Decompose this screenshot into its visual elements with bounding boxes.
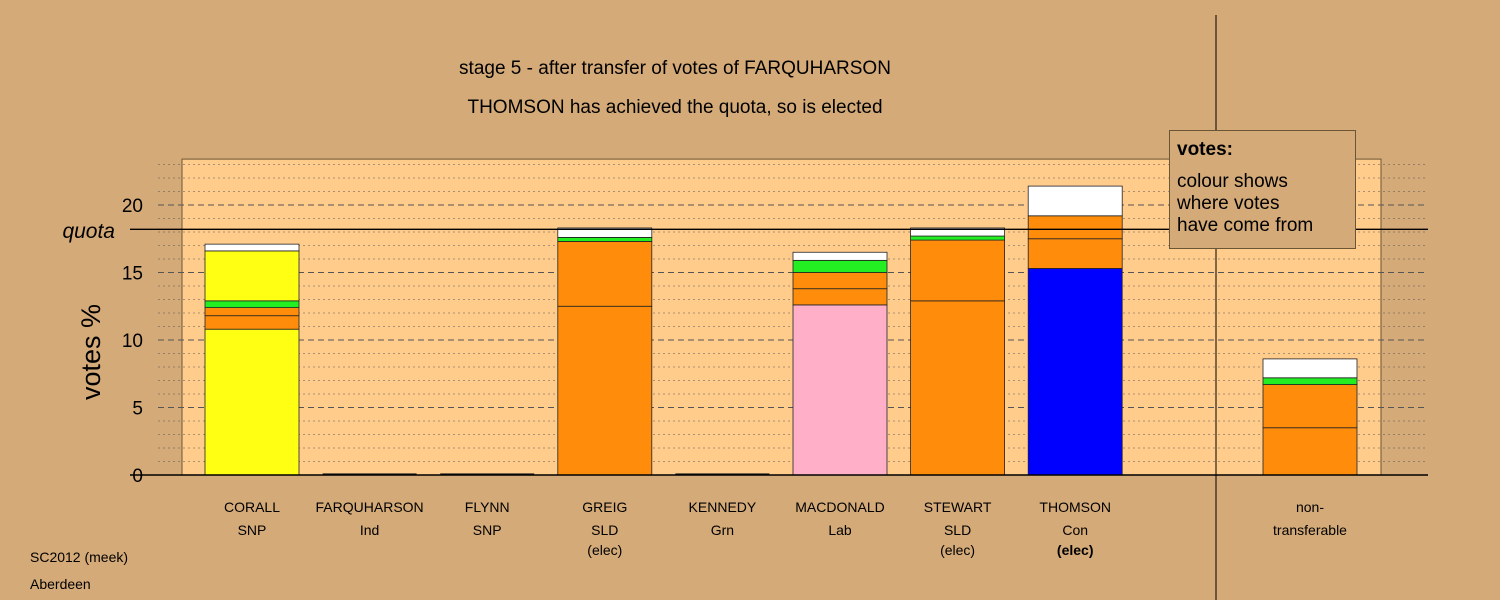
chart-subtitle: THOMSON has achieved the quota, so is el… xyxy=(467,97,882,118)
candidate-name-5: MACDONALD xyxy=(795,499,884,515)
footer-election: SC2012 (meek) xyxy=(30,549,129,565)
bar-segment-3-2 xyxy=(557,236,653,242)
candidate-party-2: SNP xyxy=(473,522,502,538)
bar-segment-6-0 xyxy=(910,300,1005,476)
candidate-party-1: Ind xyxy=(360,522,379,538)
candidate-status-3: (elec) xyxy=(587,542,622,558)
candidate-name-1: FARQUHARSON xyxy=(316,499,424,515)
bar-segment-5-2 xyxy=(792,272,888,290)
candidate-party-6: SLD xyxy=(944,522,971,538)
candidate-name-nt: non- xyxy=(1296,499,1324,515)
candidate-name-7: THOMSON xyxy=(1039,499,1111,515)
bar-segment-6-1 xyxy=(910,239,1005,302)
bar-segment-3-0 xyxy=(557,305,653,476)
legend-line-3: have come from xyxy=(1177,215,1314,236)
candidate-party-5: Lab xyxy=(828,522,852,538)
candidate-party-7: Con xyxy=(1062,522,1088,538)
bar-segment-nt-3 xyxy=(1262,358,1358,379)
bar-segment-5-1 xyxy=(792,288,888,306)
candidate-name-6: STEWART xyxy=(924,499,992,515)
candidate-name-3: GREIG xyxy=(582,499,627,515)
bar-segment-5-0 xyxy=(792,304,888,476)
candidate-name-2: FLYNN xyxy=(465,499,510,515)
bar-segment-0-5 xyxy=(204,243,300,252)
candidate-name-0: CORALL xyxy=(224,499,280,515)
candidate-name-4: KENNEDY xyxy=(689,499,757,515)
bar-segment-6-3 xyxy=(910,227,1005,237)
y-axis-label: votes % xyxy=(76,304,106,400)
candidate-status-7: (elec) xyxy=(1057,542,1094,558)
footer-council: Aberdeen xyxy=(30,576,91,592)
bar-segment-0-0 xyxy=(204,328,300,476)
legend-line-1: colour shows xyxy=(1177,171,1288,192)
bar-segment-3-3 xyxy=(557,227,653,238)
y-tick-label: 0 xyxy=(132,466,143,487)
candidate-party-nt: transferable xyxy=(1273,522,1347,538)
chart-title: stage 5 - after transfer of votes of FAR… xyxy=(459,58,891,79)
bar-segment-0-1 xyxy=(204,315,300,330)
legend-line-2: where votes xyxy=(1177,193,1280,214)
bar-segment-5-4 xyxy=(792,251,888,261)
bar-segment-7-2 xyxy=(1027,215,1123,240)
bar-segment-0-3 xyxy=(204,300,300,309)
quota-label: quota xyxy=(62,220,115,243)
bar-segment-6-2 xyxy=(910,235,1005,241)
bar-segment-0-4 xyxy=(204,250,300,302)
bar-segment-0-2 xyxy=(204,307,300,317)
bar-segment-nt-0 xyxy=(1262,427,1358,476)
legend: votes: colour shows where votes have com… xyxy=(1169,130,1356,249)
candidate-status-6: (elec) xyxy=(940,542,975,558)
candidate-party-4: Grn xyxy=(711,522,734,538)
bar-segment-3-1 xyxy=(557,241,653,307)
legend-title: votes: xyxy=(1177,139,1233,160)
candidate-party-0: SNP xyxy=(238,522,267,538)
bar-segment-nt-1 xyxy=(1262,384,1358,429)
bar-segment-nt-2 xyxy=(1262,377,1358,385)
bar-segment-7-3 xyxy=(1027,185,1123,217)
bar-segment-5-3 xyxy=(792,259,888,273)
y-tick-label: 15 xyxy=(122,264,143,285)
y-tick-label: 10 xyxy=(122,331,143,352)
candidate-party-3: SLD xyxy=(591,522,618,538)
bar-segment-7-0 xyxy=(1027,268,1123,476)
y-tick-label: 20 xyxy=(122,196,143,217)
bar-segment-7-1 xyxy=(1027,238,1123,269)
y-tick-label: 5 xyxy=(132,399,143,420)
